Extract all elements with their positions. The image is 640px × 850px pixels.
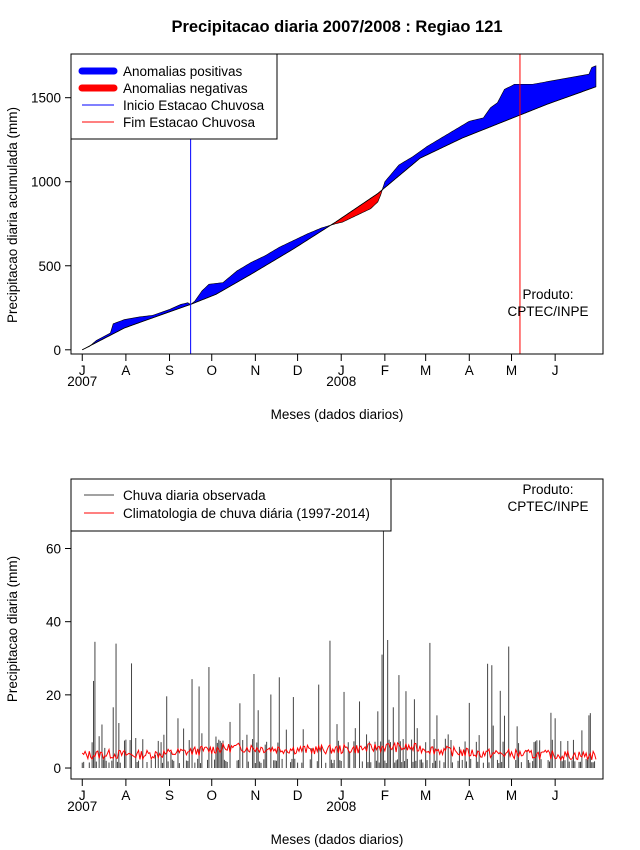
x-tick-label-bottom: J bbox=[552, 788, 559, 803]
y-tick-label-bottom: 20 bbox=[46, 688, 61, 703]
legend-box-bottom bbox=[70, 478, 392, 532]
x-tick-label-top: J bbox=[552, 363, 559, 378]
legend-label-positive: Anomalias positivas bbox=[123, 64, 243, 79]
product-label-bottom: Produto: bbox=[522, 482, 573, 497]
x-tick-label-top: O bbox=[206, 363, 217, 378]
legend-top: Anomalias positivas Anomalias negativas … bbox=[70, 53, 278, 140]
y-tick-label-bottom: 60 bbox=[46, 542, 61, 557]
x-tick-label-bottom: J bbox=[79, 788, 86, 803]
year-label-bottom: 2007 bbox=[67, 799, 97, 814]
x-tick-label-bottom: A bbox=[465, 788, 474, 803]
x-tick-label-top: D bbox=[293, 363, 303, 378]
x-tick-label-bottom: M bbox=[420, 788, 431, 803]
x-tick-label-bottom: A bbox=[121, 788, 130, 803]
plot-frame-top bbox=[70, 53, 604, 355]
legend-label-end: Fim Estacao Chuvosa bbox=[123, 115, 256, 130]
x-tick-label-bottom: N bbox=[250, 788, 260, 803]
y-tick-label-bottom: 0 bbox=[53, 761, 61, 776]
chart-title: Precipitacao diaria 2007/2008 : Regiao 1… bbox=[171, 18, 502, 36]
x-axis-label-top: Meses (dados diarios) bbox=[271, 407, 404, 422]
x-tick-label-bottom: F bbox=[381, 788, 389, 803]
x-tick-label-top: N bbox=[250, 363, 260, 378]
legend-label-negative: Anomalias negativas bbox=[123, 81, 248, 96]
climatology-cumulative-line bbox=[82, 86, 597, 351]
x-tick-label-top: M bbox=[506, 363, 517, 378]
y-axis-bottom: 0 20 40 60 bbox=[46, 542, 71, 776]
x-tick-label-top: A bbox=[465, 363, 474, 378]
year-label-bottom: 2008 bbox=[326, 799, 356, 814]
x-tick-label-bottom: S bbox=[165, 788, 174, 803]
x-tick-label-top: M bbox=[420, 363, 431, 378]
x-tick-label-top: S bbox=[165, 363, 174, 378]
positive-anomaly-area-4 bbox=[381, 65, 597, 191]
y-tick-label-top: 0 bbox=[53, 343, 61, 358]
product-source-top: CPTEC/INPE bbox=[507, 304, 588, 319]
x-tick-label-bottom: O bbox=[206, 788, 217, 803]
anomaly-areas bbox=[82, 65, 597, 351]
y-tick-label-top: 1000 bbox=[31, 175, 61, 190]
negative-anomaly-area-3 bbox=[329, 186, 384, 227]
y-tick-label-top: 1500 bbox=[31, 91, 61, 106]
y-axis-label-bottom: Precipitacao diaria (mm) bbox=[5, 556, 20, 702]
y-axis-top: 0 500 1000 1500 bbox=[31, 91, 71, 358]
x-tick-label-bottom: D bbox=[293, 788, 303, 803]
year-label-top: 2008 bbox=[326, 374, 356, 389]
x-tick-label-bottom: J bbox=[338, 788, 345, 803]
observed-daily-bars bbox=[81, 530, 596, 769]
x-tick-label-top: A bbox=[121, 363, 130, 378]
legend-label-onset: Inicio Estacao Chuvosa bbox=[123, 98, 265, 113]
x-tick-label-top: J bbox=[338, 363, 345, 378]
y-tick-label-top: 500 bbox=[38, 259, 61, 274]
legend-label-climatology: Climatologia de chuva diária (1997-2014) bbox=[123, 506, 370, 521]
x-axis-label-bottom: Meses (dados diarios) bbox=[271, 832, 404, 847]
product-label-top: Produto: bbox=[522, 287, 573, 302]
positive-anomaly-area-2 bbox=[88, 224, 332, 348]
x-tick-label-top: J bbox=[79, 363, 86, 378]
legend-bottom: Chuva diaria observada Climatologia de c… bbox=[70, 478, 392, 532]
x-tick-label-top: F bbox=[381, 363, 389, 378]
climatology-line bbox=[81, 741, 597, 762]
year-label-top: 2007 bbox=[67, 374, 97, 389]
legend-label-observed: Chuva diaria observada bbox=[123, 488, 266, 503]
y-tick-label-bottom: 40 bbox=[46, 615, 61, 630]
y-axis-label-top: Precipitacao diaria acumulada (mm) bbox=[5, 107, 20, 323]
x-tick-label-bottom: M bbox=[506, 788, 517, 803]
cumulative-precipitation-chart: Precipitacao diaria 2007/2008 : Regiao 1… bbox=[5, 18, 604, 422]
product-source-bottom: CPTEC/INPE bbox=[507, 499, 588, 514]
